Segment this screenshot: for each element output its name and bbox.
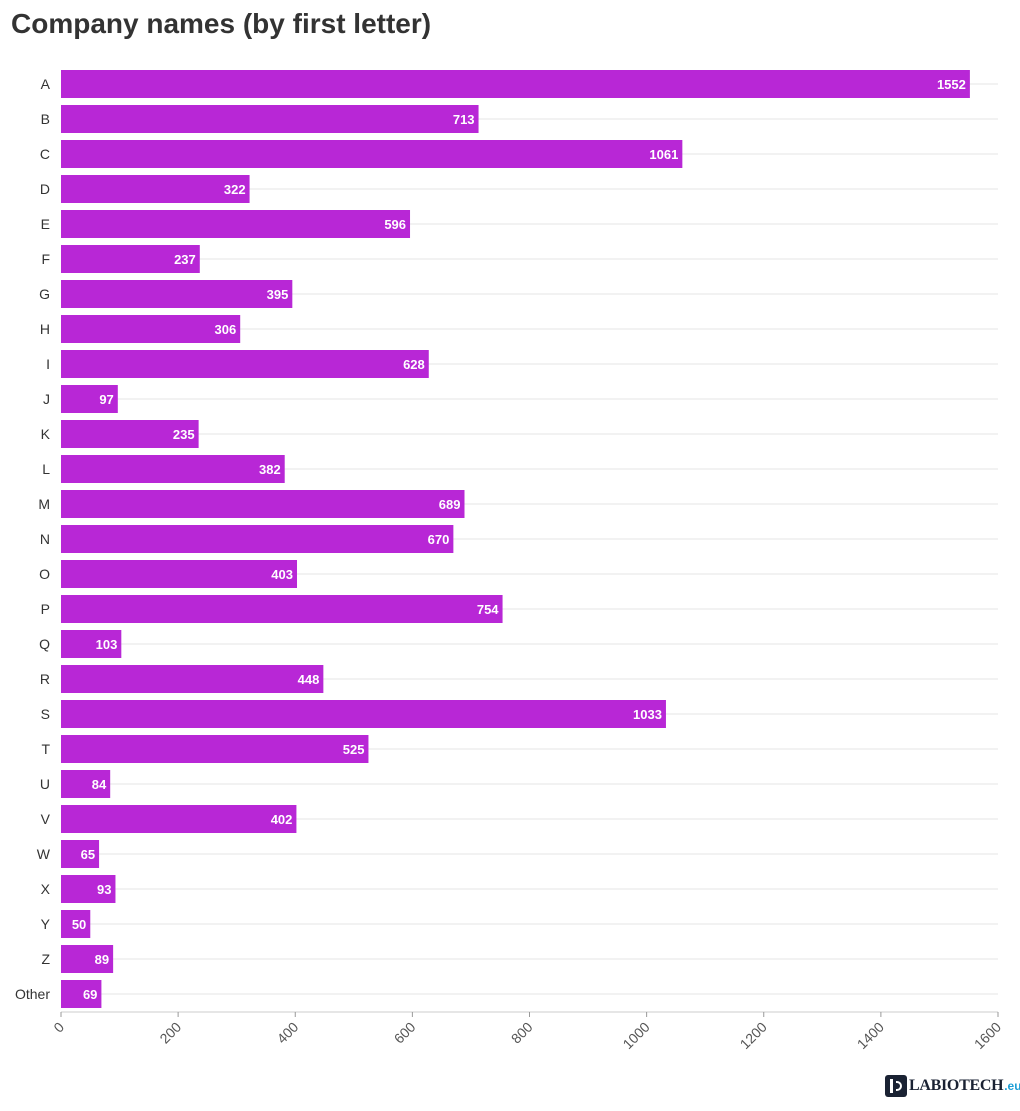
data-label: 237 <box>174 252 196 267</box>
category-label: C <box>40 146 50 162</box>
x-tick-label: 1000 <box>619 1019 652 1052</box>
bar-v <box>61 805 297 833</box>
data-label: 402 <box>271 812 293 827</box>
category-label: L <box>42 461 50 477</box>
category-label: N <box>40 531 50 547</box>
bar-y <box>61 910 91 938</box>
category-labels: A B C D E F G H I J K L M N O P Q R S T U V W X Y Z Other <box>15 76 51 1002</box>
data-label: 1033 <box>633 707 662 722</box>
logo-name: LABIOTECH <box>909 1077 1004 1094</box>
category-label: R <box>40 671 50 687</box>
category-label: Z <box>41 951 50 967</box>
bar-t <box>61 735 369 763</box>
category-label: F <box>41 251 50 267</box>
bar-d <box>61 175 250 203</box>
data-label: 69 <box>83 987 97 1002</box>
data-label: 1061 <box>649 147 678 162</box>
bar-r <box>61 665 324 693</box>
bar-f <box>61 245 200 273</box>
category-label: G <box>39 286 50 302</box>
data-label: 103 <box>96 637 118 652</box>
bar-x <box>61 875 116 903</box>
category-label: J <box>43 391 50 407</box>
bar-o <box>61 560 298 588</box>
category-label: Y <box>41 916 51 932</box>
bar-j <box>61 385 118 413</box>
bar-q <box>61 630 122 658</box>
bar-s <box>61 700 666 728</box>
data-label: 670 <box>428 532 450 547</box>
chart-title: Company names (by first letter) <box>11 8 432 39</box>
bar-k <box>61 420 199 448</box>
data-label: 1552 <box>937 77 966 92</box>
bar-a <box>61 70 970 98</box>
data-label: 84 <box>92 777 107 792</box>
bar-l <box>61 455 285 483</box>
data-label: 235 <box>173 427 195 442</box>
labiotech-logo: LABIOTECH .eu <box>885 1074 1020 1098</box>
x-axis-ticks: 0 200 400 600 800 1000 1200 1400 1600 <box>50 1011 1004 1052</box>
bar-g <box>61 280 293 308</box>
x-tick-label: 200 <box>156 1019 184 1047</box>
category-label: S <box>41 706 50 722</box>
category-label: W <box>37 846 51 862</box>
x-tick-label: 1600 <box>971 1019 1004 1052</box>
x-tick-label: 1400 <box>854 1019 887 1052</box>
data-label: 689 <box>439 497 461 512</box>
category-label: K <box>41 426 51 442</box>
category-label: M <box>38 496 50 512</box>
data-label: 628 <box>403 357 425 372</box>
bar-u <box>61 770 111 798</box>
x-tick-label: 1200 <box>737 1019 770 1052</box>
bar-i <box>61 350 429 378</box>
data-label: 65 <box>81 847 95 862</box>
category-label: Other <box>15 986 50 1002</box>
category-label: A <box>41 76 51 92</box>
data-label: 322 <box>224 182 246 197</box>
logo-icon <box>885 1075 907 1097</box>
category-label: T <box>41 741 50 757</box>
category-label: I <box>46 356 50 372</box>
data-label: 89 <box>95 952 109 967</box>
data-label: 395 <box>267 287 289 302</box>
bar-n <box>61 525 454 553</box>
data-label: 306 <box>214 322 236 337</box>
data-label: 596 <box>384 217 406 232</box>
data-label: 525 <box>343 742 365 757</box>
logo-tld: .eu <box>1004 1079 1020 1093</box>
data-label: 754 <box>477 602 499 617</box>
category-label: X <box>41 881 51 897</box>
bar-e <box>61 210 411 238</box>
bar-z <box>61 945 114 973</box>
data-label: 97 <box>99 392 113 407</box>
bar-w <box>61 840 100 868</box>
category-label: V <box>41 811 51 827</box>
data-label: 50 <box>72 917 86 932</box>
bar-m <box>61 490 465 518</box>
data-label: 448 <box>298 672 320 687</box>
x-tick-label: 400 <box>274 1019 302 1047</box>
data-label: 382 <box>259 462 281 477</box>
category-label: E <box>41 216 50 232</box>
x-tick-label: 600 <box>391 1019 419 1047</box>
category-label: Q <box>39 636 50 652</box>
bar-b <box>61 105 479 133</box>
data-label: 403 <box>271 567 293 582</box>
data-label: 93 <box>97 882 111 897</box>
bar-p <box>61 595 503 623</box>
category-label: H <box>40 321 50 337</box>
bar-other <box>61 980 102 1008</box>
bar-h <box>61 315 241 343</box>
category-label: P <box>41 601 50 617</box>
x-tick-label: 800 <box>508 1019 536 1047</box>
category-label: O <box>39 566 50 582</box>
category-label: U <box>40 776 50 792</box>
bars: 1552 713 1061 322 596 237 395 306 628 97 235 382 689… <box>61 70 970 1008</box>
data-label: 713 <box>453 112 475 127</box>
bar-c <box>61 140 683 168</box>
x-tick-label: 0 <box>50 1019 67 1036</box>
category-label: D <box>40 181 50 197</box>
category-label: B <box>41 111 50 127</box>
